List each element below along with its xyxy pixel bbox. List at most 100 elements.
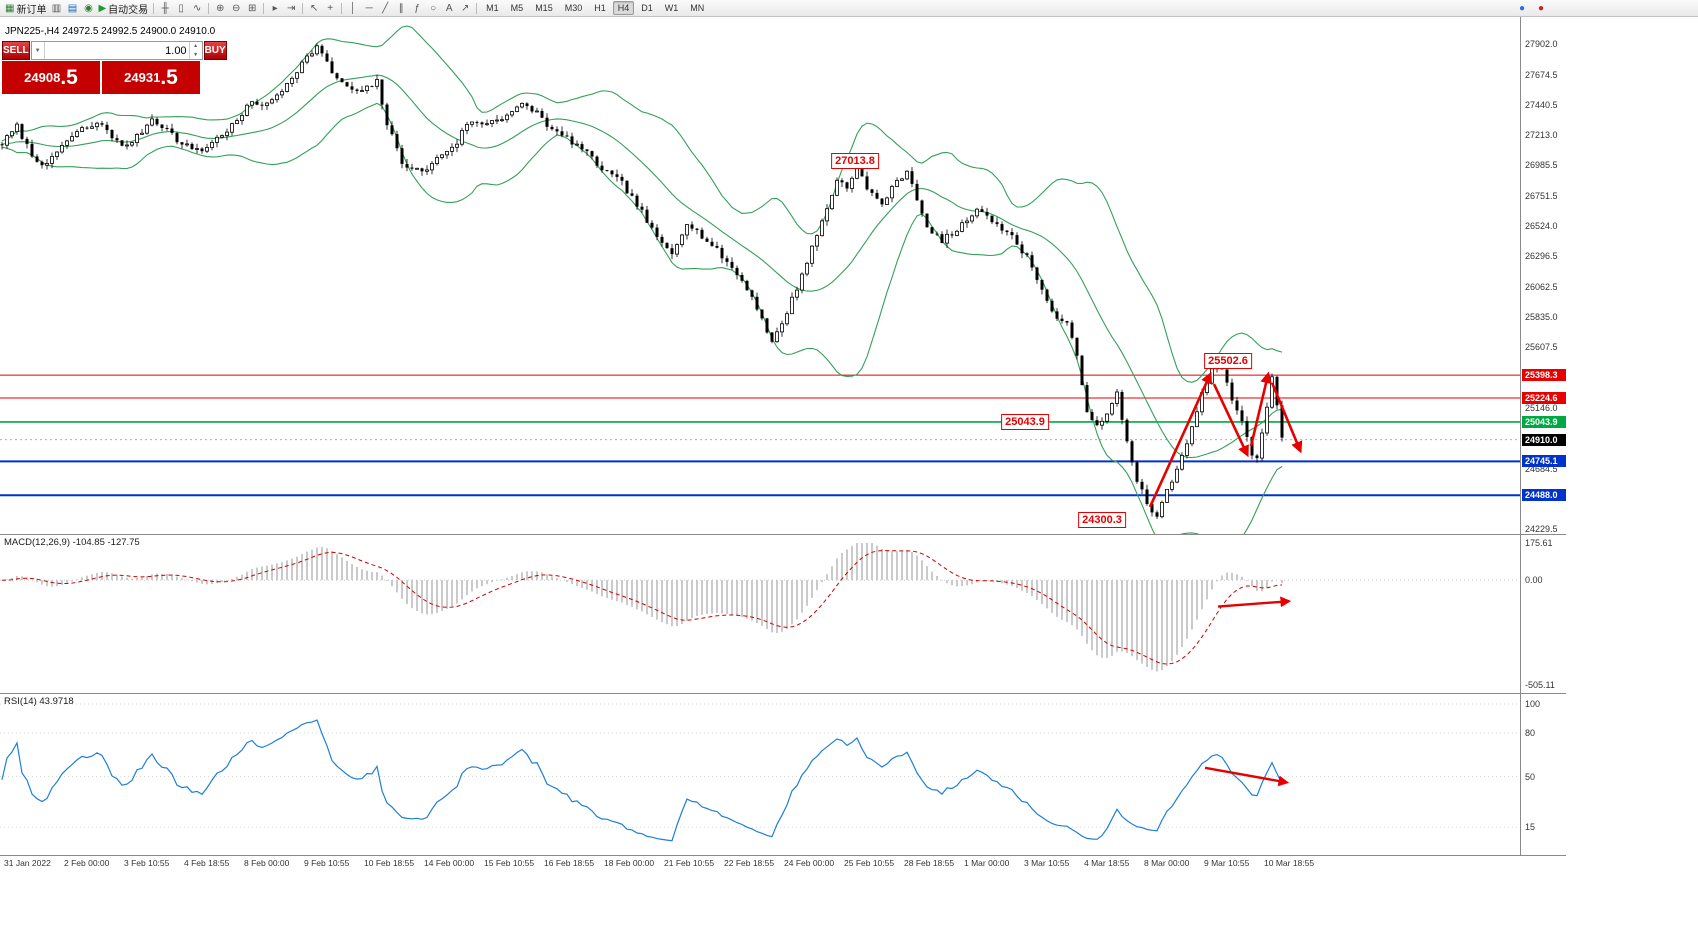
- price-tag: 25224.6: [1522, 392, 1566, 405]
- price-annotation[interactable]: 24300.3: [1078, 512, 1126, 529]
- price-annotation[interactable]: 25043.9: [1001, 414, 1049, 431]
- time-label: 21 Feb 10:55: [664, 858, 715, 868]
- timeframe-buttons: M1 M5 M15 M30 H1 H4 D1 W1 MN: [480, 1, 710, 15]
- indicators-button[interactable]: ◉: [80, 1, 96, 16]
- rsi-canvas[interactable]: [0, 694, 1520, 855]
- timeframe-h4[interactable]: H4: [612, 1, 635, 15]
- profiles-icon: ▤: [67, 2, 78, 14]
- trendline-button[interactable]: ╱: [377, 1, 393, 16]
- toolbar-separator: [476, 2, 478, 14]
- buy-price-frac: .5: [160, 66, 178, 89]
- price-tick: 27674.5: [1525, 69, 1558, 80]
- auto-scroll-icon: ▸: [272, 2, 278, 14]
- candlestick-chart-button[interactable]: ▯: [173, 1, 189, 16]
- candlestick-chart-icon: ▯: [178, 2, 184, 14]
- tile-windows-button[interactable]: ⊞: [244, 1, 260, 16]
- timeframe-m15[interactable]: M15: [535, 3, 553, 13]
- volume-down-icon[interactable]: ▼: [193, 51, 199, 58]
- timeframe-m1[interactable]: M1: [486, 3, 499, 13]
- zoom-out-button[interactable]: ⊖: [228, 1, 244, 16]
- autotrading-button[interactable]: ▶ 自动交易: [98, 2, 149, 16]
- main-chart-panel: 27902.0 27674.5 27440.5 27213.0 26985.5 26751…: [0, 17, 1566, 534]
- horizontal-line-button[interactable]: ─: [361, 1, 377, 16]
- time-label: 3 Mar 10:55: [1024, 858, 1070, 868]
- volume-spinner[interactable]: ▲ ▼: [188, 42, 202, 59]
- timeframe-mn[interactable]: MN: [690, 3, 705, 13]
- line-chart-icon: ∿: [192, 2, 202, 14]
- auto-scroll-button[interactable]: ▸: [267, 1, 283, 16]
- price-tick: 26751.5: [1525, 191, 1558, 202]
- chart-shift-button[interactable]: ⇥: [283, 1, 299, 16]
- channel-button[interactable]: ∥: [393, 1, 409, 16]
- timeframe-m5[interactable]: M5: [510, 3, 524, 13]
- time-label: 10 Feb 18:55: [364, 858, 415, 868]
- time-axis[interactable]: 31 Jan 2022 2 Feb 00:00 3 Feb 10:55 4 Feb 1…: [0, 855, 1566, 871]
- time-label: 2 Feb 00:00: [64, 858, 110, 868]
- buy-price[interactable]: 24931.5: [102, 61, 200, 94]
- time-label: 24 Feb 00:00: [784, 858, 835, 868]
- symbol-info: JPN225-,H4 24972.5 24992.5 24900.0 24910…: [5, 26, 216, 37]
- time-label: 18 Feb 00:00: [604, 858, 655, 868]
- trendline-icon: ╱: [382, 2, 389, 14]
- timeframe-d1[interactable]: D1: [641, 3, 653, 13]
- price-annotation[interactable]: 25502.6: [1204, 353, 1252, 369]
- volume-dropdown-icon[interactable]: ▼: [32, 42, 45, 59]
- sell-price[interactable]: 24908.5: [2, 61, 100, 94]
- arrows-button[interactable]: ↗: [457, 1, 473, 16]
- text-button[interactable]: A: [441, 1, 457, 16]
- toolbar-separator: [341, 2, 343, 14]
- price-tag: 25043.9: [1522, 415, 1566, 428]
- fibonacci-button[interactable]: ƒ: [409, 1, 425, 16]
- volume-up-icon[interactable]: ▲: [193, 43, 199, 50]
- price-scale[interactable]: 27902.0 27674.5 27440.5 27213.0 26985.5 26751…: [1520, 17, 1566, 534]
- charts-button[interactable]: ▥: [48, 1, 64, 16]
- time-label: 1 Mar 00:00: [964, 858, 1010, 868]
- time-label: 31 Jan 2022: [4, 858, 51, 868]
- price-tick: 24684.5: [1525, 464, 1558, 475]
- horizontal-line-icon: ─: [365, 2, 373, 14]
- timeframe-h1[interactable]: H1: [594, 3, 606, 13]
- tile-windows-icon: ⊞: [247, 2, 257, 14]
- cursor-button[interactable]: ↖: [306, 1, 322, 16]
- price-tick: 24229.5: [1525, 524, 1558, 535]
- time-label: 3 Feb 10:55: [124, 858, 170, 868]
- price-tick: 27902.0: [1525, 39, 1558, 50]
- crosshair-button[interactable]: +: [322, 1, 338, 16]
- volume-input[interactable]: [44, 42, 189, 59]
- price-tick: 26985.5: [1525, 160, 1558, 171]
- arrows-icon: ↗: [460, 2, 470, 14]
- price-tick: 25146.0: [1525, 403, 1558, 414]
- channel-icon: ∥: [398, 2, 404, 14]
- time-label: 28 Feb 18:55: [904, 858, 955, 868]
- zoom-in-button[interactable]: ⊕: [212, 1, 228, 16]
- rsi-panel: 100 80 50 15 RSI(14) 43.9718: [0, 693, 1566, 855]
- toolbar-separator: [263, 2, 265, 14]
- macd-label: MACD(12,26,9) -104.85 -127.75: [4, 537, 140, 548]
- rsi-scale[interactable]: 100 80 50 15: [1520, 694, 1566, 855]
- main-chart-canvas[interactable]: [0, 17, 1520, 534]
- price-annotation[interactable]: 27013.8: [831, 152, 879, 169]
- line-chart-button[interactable]: ∿: [189, 1, 205, 16]
- bar-chart-button[interactable]: ╫: [157, 1, 173, 16]
- vertical-line-button[interactable]: │: [345, 1, 361, 16]
- text-icon: A: [445, 2, 453, 14]
- new-order-button[interactable]: ▦ 新订单: [5, 2, 47, 16]
- macd-canvas[interactable]: [0, 535, 1520, 693]
- toolbar-right-icons: ● ●: [1514, 1, 1549, 16]
- macd-scale[interactable]: 175.61 0.00 -505.11: [1520, 535, 1566, 693]
- record-icon[interactable]: ●: [1537, 2, 1545, 14]
- price-tick: 25835.0: [1525, 312, 1558, 323]
- time-label: 4 Feb 18:55: [184, 858, 230, 868]
- toolbar-separator: [302, 2, 304, 14]
- timeframe-w1[interactable]: W1: [664, 3, 679, 13]
- timeframe-m30[interactable]: M30: [564, 3, 583, 13]
- community-icon[interactable]: ●: [1518, 2, 1526, 14]
- rsi-tick: 100: [1525, 699, 1541, 709]
- sell-button[interactable]: SELL: [2, 41, 30, 60]
- profiles-button[interactable]: ▤: [64, 1, 80, 16]
- time-label: 16 Feb 18:55: [544, 858, 595, 868]
- time-label: 15 Feb 10:55: [484, 858, 535, 868]
- time-label: 9 Mar 10:55: [1204, 858, 1250, 868]
- buy-button[interactable]: BUY: [203, 41, 227, 60]
- shapes-button[interactable]: ○: [425, 1, 441, 16]
